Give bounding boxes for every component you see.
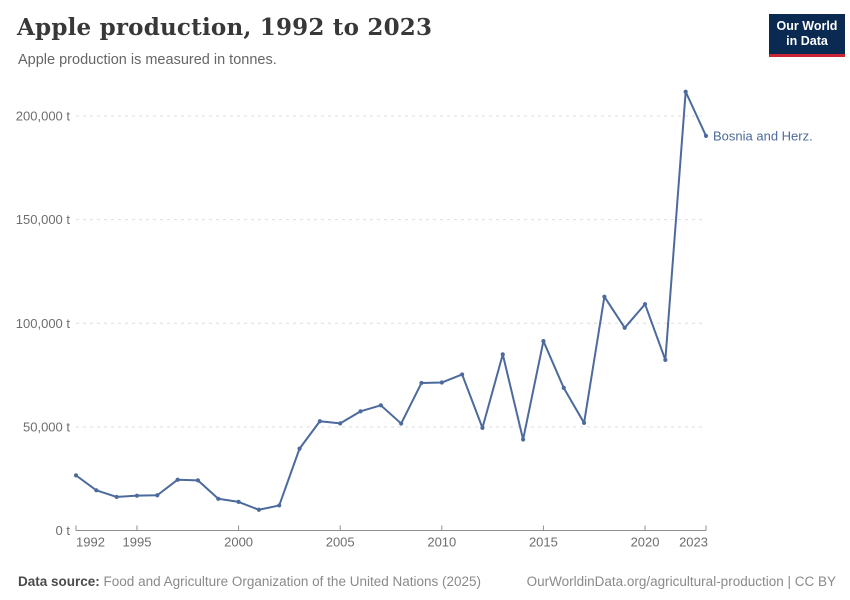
data-point[interactable]	[114, 494, 119, 500]
data-source-text: Food and Agriculture Organization of the…	[103, 574, 482, 589]
data-point[interactable]	[561, 385, 566, 391]
series-end-label[interactable]: Bosnia and Herz.	[713, 128, 813, 143]
y-tick-label: 0 t	[56, 523, 71, 538]
y-tick-label: 50,000 t	[23, 419, 70, 434]
owid-logo-line1: Our World	[776, 19, 838, 33]
data-point[interactable]	[378, 403, 383, 408]
y-tick-label: 150,000 t	[16, 212, 71, 227]
data-point[interactable]	[439, 380, 444, 385]
chart-footer: Data source: Food and Agriculture Organi…	[18, 574, 836, 589]
x-tick-label: 2020	[631, 535, 660, 550]
data-source-label: Data source:	[18, 574, 100, 589]
data-point[interactable]	[663, 357, 668, 363]
data-point[interactable]	[602, 294, 607, 299]
data-point[interactable]	[175, 477, 180, 482]
data-source: Data source: Food and Agriculture Organi…	[18, 574, 481, 589]
data-point[interactable]	[460, 372, 465, 377]
data-point[interactable]	[541, 338, 546, 344]
data-point[interactable]	[683, 89, 688, 94]
owid-logo[interactable]: Our World in Data	[769, 14, 845, 57]
y-tick-label: 200,000 t	[16, 109, 71, 124]
y-tick-label: 100,000 t	[16, 316, 71, 331]
x-tick-label: 1995	[123, 535, 152, 550]
data-point[interactable]	[520, 437, 526, 442]
x-tick-label: 2015	[529, 535, 558, 550]
data-point[interactable]	[134, 493, 140, 498]
series-line[interactable]	[75, 90, 707, 511]
data-point[interactable]	[338, 421, 343, 426]
data-point[interactable]	[500, 352, 505, 357]
data-point[interactable]	[216, 496, 221, 501]
data-point[interactable]	[642, 302, 648, 307]
data-point[interactable]	[236, 499, 241, 504]
data-point[interactable]	[297, 446, 302, 451]
x-tick-label: 1992	[76, 535, 105, 550]
owid-credit-link[interactable]: OurWorldinData.org/agricultural-producti…	[526, 574, 836, 589]
owid-logo-line2: in Data	[786, 34, 828, 49]
data-point[interactable]	[317, 419, 322, 424]
x-tick-label: 2010	[427, 535, 456, 550]
x-tick-label: 2005	[326, 535, 355, 550]
data-point[interactable]	[195, 478, 201, 483]
data-point[interactable]	[399, 421, 404, 426]
data-point[interactable]	[256, 507, 262, 512]
chart-subtitle: Apple production is measured in tonnes.	[18, 52, 277, 68]
page-title: Apple production, 1992 to 2023	[17, 14, 433, 41]
data-point[interactable]	[480, 425, 485, 431]
x-tick-label: 2000	[224, 535, 253, 550]
data-point[interactable]	[622, 325, 627, 330]
data-point[interactable]	[703, 133, 709, 138]
data-point[interactable]	[73, 473, 79, 478]
data-point[interactable]	[419, 380, 424, 386]
data-point[interactable]	[581, 420, 587, 426]
data-point[interactable]	[277, 503, 282, 508]
data-point[interactable]	[358, 409, 363, 414]
data-point[interactable]	[94, 488, 99, 493]
data-point[interactable]	[155, 493, 160, 498]
x-tick-label: 2023	[679, 535, 708, 550]
